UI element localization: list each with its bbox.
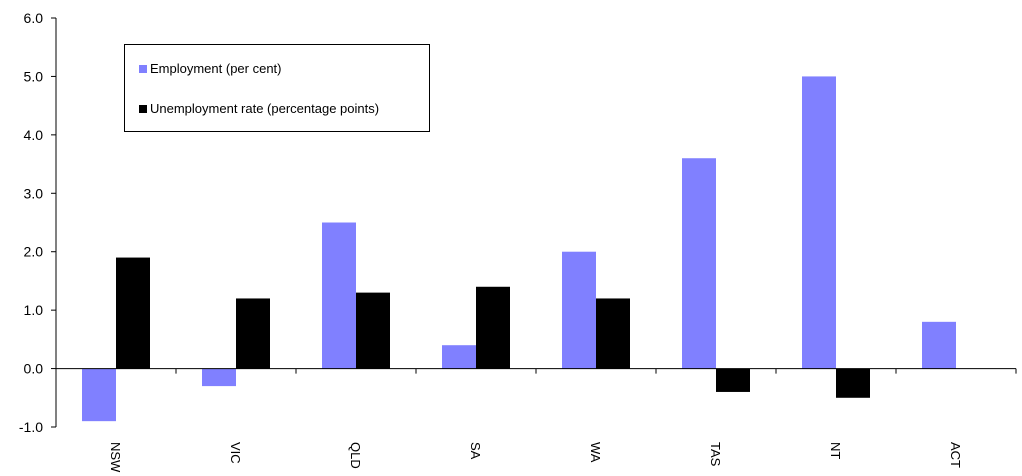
bar-unemployment-nsw	[116, 257, 150, 369]
legend-item-unemployment: Unemployment rate (percentage points)	[139, 101, 379, 116]
x-tick-label-nsw: NSW	[108, 442, 123, 473]
x-tick-label-qld: QLD	[348, 442, 363, 469]
y-tick-label: 6.0	[24, 10, 44, 26]
x-tick-label-act: ACT	[948, 442, 963, 468]
bar-employment-nt	[802, 76, 836, 369]
bar-employment-sa	[442, 345, 476, 369]
bar-unemployment-sa	[476, 286, 510, 369]
bar-employment-wa	[562, 251, 596, 369]
y-tick-label: 0.0	[24, 361, 44, 377]
y-tick-label: 5.0	[24, 68, 44, 84]
y-tick-label: -1.0	[19, 419, 43, 435]
bar-employment-tas	[682, 158, 716, 369]
legend-swatch-unemployment	[139, 105, 147, 113]
bar-employment-nsw	[82, 368, 116, 422]
x-tick-label-wa: WA	[588, 442, 603, 463]
bar-employment-act	[922, 321, 956, 369]
x-tick-label-sa: SA	[468, 442, 483, 460]
y-tick-label: 4.0	[24, 127, 44, 143]
bar-unemployment-vic	[236, 298, 270, 369]
y-tick-label: 3.0	[24, 185, 44, 201]
bar-employment-vic	[202, 368, 236, 387]
y-tick-label: 1.0	[24, 302, 44, 318]
y-tick-label: 2.0	[24, 244, 44, 260]
bar-unemployment-nt	[836, 368, 870, 398]
legend: Employment (per cent) Unemployment rate …	[124, 44, 430, 132]
legend-swatch-employment	[139, 65, 147, 73]
bar-unemployment-tas	[716, 368, 750, 392]
legend-item-employment: Employment (per cent)	[139, 61, 282, 76]
legend-label-unemployment: Unemployment rate (percentage points)	[150, 101, 380, 116]
x-tick-label-nt: NT	[828, 442, 843, 459]
x-tick-label-vic: VIC	[228, 442, 243, 464]
bar-employment-qld	[322, 222, 356, 369]
axes-layer	[51, 17, 1017, 428]
x-tick-label-tas: TAS	[708, 442, 723, 467]
tick-labels-layer: -1.0 0.0 1.0 2.0 3.0 4.0 5.0 6.0 NSW VIC QLD SA WA TA…	[19, 10, 963, 473]
bar-unemployment-qld	[356, 292, 390, 369]
bar-unemployment-wa	[596, 298, 630, 369]
legend-label-employment: Employment (per cent)	[150, 61, 282, 76]
bars-layer	[82, 76, 956, 422]
